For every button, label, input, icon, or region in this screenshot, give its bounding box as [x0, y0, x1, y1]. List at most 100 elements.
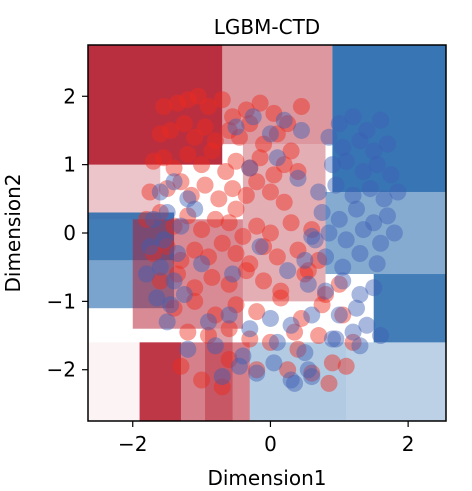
- point-class-a: [279, 361, 297, 379]
- point-class-b: [144, 210, 162, 228]
- point-class-b: [165, 173, 183, 191]
- point-class-b: [193, 255, 211, 273]
- point-class-b: [330, 210, 348, 228]
- point-class-b: [199, 313, 217, 331]
- decision-region-11: [88, 342, 140, 421]
- point-class-a: [310, 327, 328, 345]
- point-class-a: [172, 173, 190, 191]
- point-class-b: [351, 286, 369, 304]
- point-class-b: [372, 234, 390, 252]
- point-class-a: [199, 98, 217, 116]
- point-class-a: [268, 125, 286, 143]
- point-class-b: [368, 255, 386, 273]
- point-class-b: [158, 203, 176, 221]
- decision-region-13: [249, 342, 347, 421]
- point-class-b: [334, 258, 352, 276]
- point-class-b: [354, 221, 372, 239]
- point-class-a: [323, 354, 341, 372]
- point-class-a: [141, 183, 159, 201]
- point-class-b: [382, 166, 400, 184]
- point-class-a: [261, 333, 279, 351]
- point-class-a: [292, 309, 310, 327]
- x-tick-label: 2: [402, 432, 415, 456]
- point-class-a: [289, 162, 307, 180]
- y-tick-label: 2: [63, 84, 76, 108]
- point-class-a: [313, 296, 331, 314]
- point-class-b: [179, 340, 197, 358]
- point-class-a: [179, 207, 197, 225]
- point-class-a: [206, 306, 224, 324]
- point-class-a: [172, 357, 190, 375]
- point-class-a: [227, 296, 245, 314]
- point-class-a: [289, 340, 307, 358]
- point-class-a: [189, 87, 207, 105]
- point-class-b: [175, 286, 193, 304]
- point-class-a: [268, 248, 286, 266]
- point-class-a: [248, 361, 266, 379]
- point-class-b: [224, 265, 242, 283]
- point-class-a: [186, 128, 204, 146]
- point-class-a: [210, 190, 228, 208]
- point-class-a: [158, 238, 176, 256]
- point-class-b: [354, 162, 372, 180]
- decision-regions: [88, 45, 446, 421]
- point-class-a: [251, 149, 269, 167]
- point-class-a: [179, 91, 197, 109]
- point-class-b: [334, 272, 352, 290]
- point-class-a: [138, 210, 156, 228]
- point-class-b: [179, 190, 197, 208]
- point-class-a: [282, 214, 300, 232]
- point-class-a: [220, 320, 238, 338]
- point-class-a: [248, 217, 266, 235]
- point-class-b: [268, 149, 286, 167]
- point-class-a: [206, 210, 224, 228]
- point-class-a: [162, 121, 180, 139]
- point-class-a: [220, 214, 238, 232]
- point-class-b: [348, 299, 365, 317]
- point-class-a: [230, 128, 248, 146]
- point-class-b: [148, 289, 166, 307]
- point-class-b: [372, 327, 390, 345]
- point-class-a: [241, 115, 259, 133]
- point-class-b: [344, 186, 362, 204]
- point-class-b: [296, 344, 314, 362]
- point-class-a: [165, 299, 183, 317]
- point-class-b: [378, 207, 396, 225]
- point-class-a: [196, 118, 214, 136]
- point-class-b: [365, 142, 383, 160]
- point-class-a: [255, 272, 273, 290]
- point-class-a: [193, 156, 211, 174]
- point-class-a: [255, 135, 273, 153]
- point-class-a: [186, 241, 204, 259]
- point-class-a: [193, 221, 211, 239]
- point-class-a: [203, 142, 221, 160]
- point-class-a: [241, 159, 259, 177]
- point-class-a: [279, 115, 297, 133]
- point-class-a: [186, 279, 204, 297]
- point-class-b: [241, 320, 259, 338]
- point-class-b: [337, 231, 355, 249]
- point-class-a: [144, 152, 162, 170]
- point-class-b: [292, 121, 310, 139]
- y-tick-label: 0: [63, 221, 76, 245]
- point-class-b: [299, 361, 317, 379]
- point-class-a: [151, 272, 169, 290]
- point-class-a: [299, 262, 317, 280]
- point-class-a: [296, 265, 314, 283]
- point-class-a: [155, 149, 173, 167]
- point-class-b: [358, 121, 376, 139]
- point-class-a: [144, 245, 162, 263]
- point-class-a: [151, 203, 169, 221]
- decision-region-15: [139, 342, 181, 421]
- y-tick-label: 1: [63, 153, 76, 177]
- point-class-b: [261, 309, 279, 327]
- point-class-a: [241, 330, 259, 348]
- point-class-a: [213, 91, 231, 109]
- point-class-a: [151, 125, 169, 143]
- point-class-b: [372, 111, 390, 129]
- point-class-b: [172, 217, 190, 235]
- y-axis-label: Dimension2: [1, 173, 25, 292]
- point-class-b: [138, 265, 156, 283]
- point-class-a: [344, 333, 362, 351]
- point-class-a: [282, 142, 300, 160]
